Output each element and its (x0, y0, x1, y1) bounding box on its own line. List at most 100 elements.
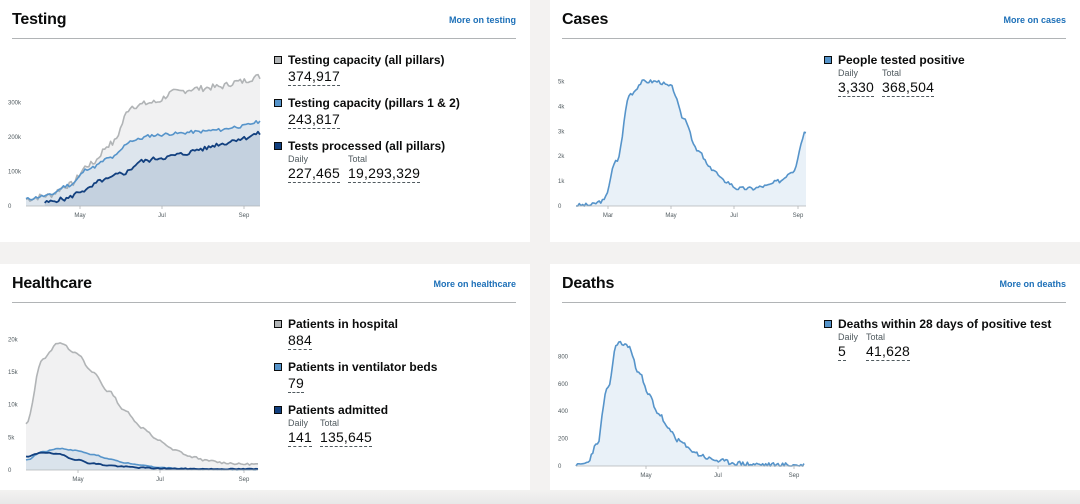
deaths-title: Deaths (562, 275, 615, 292)
metric-label: Patients admitted (288, 403, 389, 417)
testing-card-header: Testing More on testing (12, 0, 516, 39)
daily-label: Daily (838, 332, 859, 342)
metric-label: Patients in ventilator beds (288, 360, 438, 374)
healthcare-card: Healthcare More on healthcare 0 5k 10k 15k 2… (0, 264, 530, 504)
y-tick-label: 0 (8, 468, 12, 474)
metric-value[interactable]: 884 (288, 332, 312, 350)
total-value[interactable]: 41,628 (866, 343, 911, 361)
metric-testing-capacity-all: Testing capacity (all pillars) 374,917 (274, 52, 524, 86)
more-on-cases-link[interactable]: More on cases (1003, 15, 1066, 25)
x-tick-label: Sep (793, 213, 804, 219)
legend-swatch-blue (824, 56, 832, 64)
x-tick-label: May (640, 473, 651, 479)
daily-label: Daily (838, 68, 859, 78)
metric-value[interactable]: 79 (288, 375, 304, 393)
metric-label: Tests processed (all pillars) (288, 139, 446, 153)
series-area (26, 342, 258, 470)
y-tick-label: 0 (558, 464, 562, 470)
y-tick-label: 200k (8, 135, 22, 141)
metric-value[interactable]: 243,817 (288, 111, 341, 129)
legend-swatch-navy (274, 406, 282, 414)
y-tick-label: 3k (558, 129, 565, 135)
metric-deaths-28-days: Deaths within 28 days of positive test D… (824, 316, 1074, 361)
y-tick-label: 1k (558, 179, 565, 185)
x-tick-label: Mar (603, 213, 613, 219)
x-tick-label: Jul (156, 477, 164, 483)
cases-chart: 0 1k 2k 3k 4k 5k Mar May Jul Sep (558, 79, 807, 219)
series-area (26, 448, 258, 470)
total-value[interactable]: 368,504 (882, 79, 935, 97)
metric-value[interactable]: 374,917 (288, 68, 341, 86)
x-tick-label: May (72, 477, 83, 483)
series-area (26, 74, 260, 206)
x-tick-label: Jul (714, 473, 722, 479)
series-line (575, 79, 807, 207)
cases-card: Cases More on cases 0 1k 2k 3k 4k 5k Mar May Jul… (550, 0, 1080, 242)
y-tick-label: 15k (8, 370, 19, 376)
y-tick-label: 20k (8, 337, 19, 343)
y-tick-label: 0 (8, 204, 12, 210)
series-area (576, 341, 804, 466)
metric-label: Testing capacity (all pillars) (288, 53, 445, 67)
total-label: Total (319, 418, 339, 428)
total-value[interactable]: 135,645 (319, 429, 372, 447)
x-tick-label: Sep (789, 473, 800, 479)
y-tick-label: 800 (558, 354, 569, 360)
cases-card-header: Cases More on cases (562, 0, 1066, 39)
legend-swatch-gray (274, 56, 282, 64)
daily-value[interactable]: 141 (288, 429, 312, 447)
y-tick-label: 10k (8, 403, 19, 409)
deaths-card: Deaths More on deaths 0 200 400 600 800 May Ju… (550, 264, 1080, 504)
y-tick-label: 300k (8, 101, 22, 107)
metric-patients-in-hospital: Patients in hospital 884 (274, 316, 524, 350)
cases-metrics: People tested positive Daily 3,330 Total 3… (824, 52, 1074, 97)
y-tick-label: 4k (558, 104, 565, 110)
metric-label: People tested positive (838, 53, 965, 67)
deaths-metrics: Deaths within 28 days of positive test D… (824, 316, 1074, 361)
daily-label: Daily (288, 154, 309, 164)
series-line (44, 130, 261, 204)
metric-testing-capacity-pillars: Testing capacity (pillars 1 & 2) 243,817 (274, 95, 524, 129)
y-tick-label: 100k (8, 170, 22, 176)
more-on-testing-link[interactable]: More on testing (449, 15, 516, 25)
series-area (576, 79, 806, 206)
testing-chart: 0 100k 200k 300k May Jul Sep (8, 73, 261, 219)
testing-metrics: Testing capacity (all pillars) 374,917 T… (274, 52, 524, 183)
x-tick-label: Sep (239, 477, 250, 483)
page-bottom-shade (0, 490, 1080, 504)
testing-title: Testing (12, 11, 67, 28)
healthcare-chart: 0 5k 10k 15k 20k May Jul Sep (8, 337, 259, 483)
deaths-card-header: Deaths More on deaths (562, 264, 1066, 303)
metric-patients-admitted: Patients admitted Daily 141 Total 135,645 (274, 402, 524, 447)
x-tick-label: Sep (239, 213, 250, 219)
total-value[interactable]: 19,293,329 (348, 165, 421, 183)
series-area (44, 131, 261, 206)
series-line (575, 340, 805, 467)
total-label: Total (882, 68, 902, 78)
daily-value[interactable]: 227,465 (288, 165, 341, 183)
metric-tests-processed: Tests processed (all pillars) Daily 227,4… (274, 138, 524, 183)
x-tick-label: May (74, 213, 85, 219)
legend-swatch-navy (274, 142, 282, 150)
x-tick-label: Jul (730, 213, 738, 219)
legend-swatch-blue (824, 320, 832, 328)
healthcare-title: Healthcare (12, 275, 92, 292)
healthcare-card-header: Healthcare More on healthcare (12, 264, 516, 303)
daily-value[interactable]: 5 (838, 343, 846, 361)
y-tick-label: 5k (558, 79, 565, 85)
daily-value[interactable]: 3,330 (838, 79, 875, 97)
daily-label: Daily (288, 418, 309, 428)
legend-swatch-blue (274, 99, 282, 107)
deaths-chart: 0 200 400 600 800 May Jul Sep (558, 340, 805, 479)
series-line (25, 451, 259, 471)
y-tick-label: 400 (558, 409, 569, 415)
x-tick-label: Jul (158, 213, 166, 219)
series-line (25, 120, 261, 201)
y-tick-label: 2k (558, 154, 565, 160)
metric-label: Patients in hospital (288, 317, 399, 331)
metric-patients-ventilator: Patients in ventilator beds 79 (274, 359, 524, 393)
metric-people-tested-positive: People tested positive Daily 3,330 Total 3… (824, 52, 1074, 97)
more-on-deaths-link[interactable]: More on deaths (999, 279, 1066, 289)
metric-label: Testing capacity (pillars 1 & 2) (288, 96, 460, 110)
more-on-healthcare-link[interactable]: More on healthcare (433, 279, 516, 289)
